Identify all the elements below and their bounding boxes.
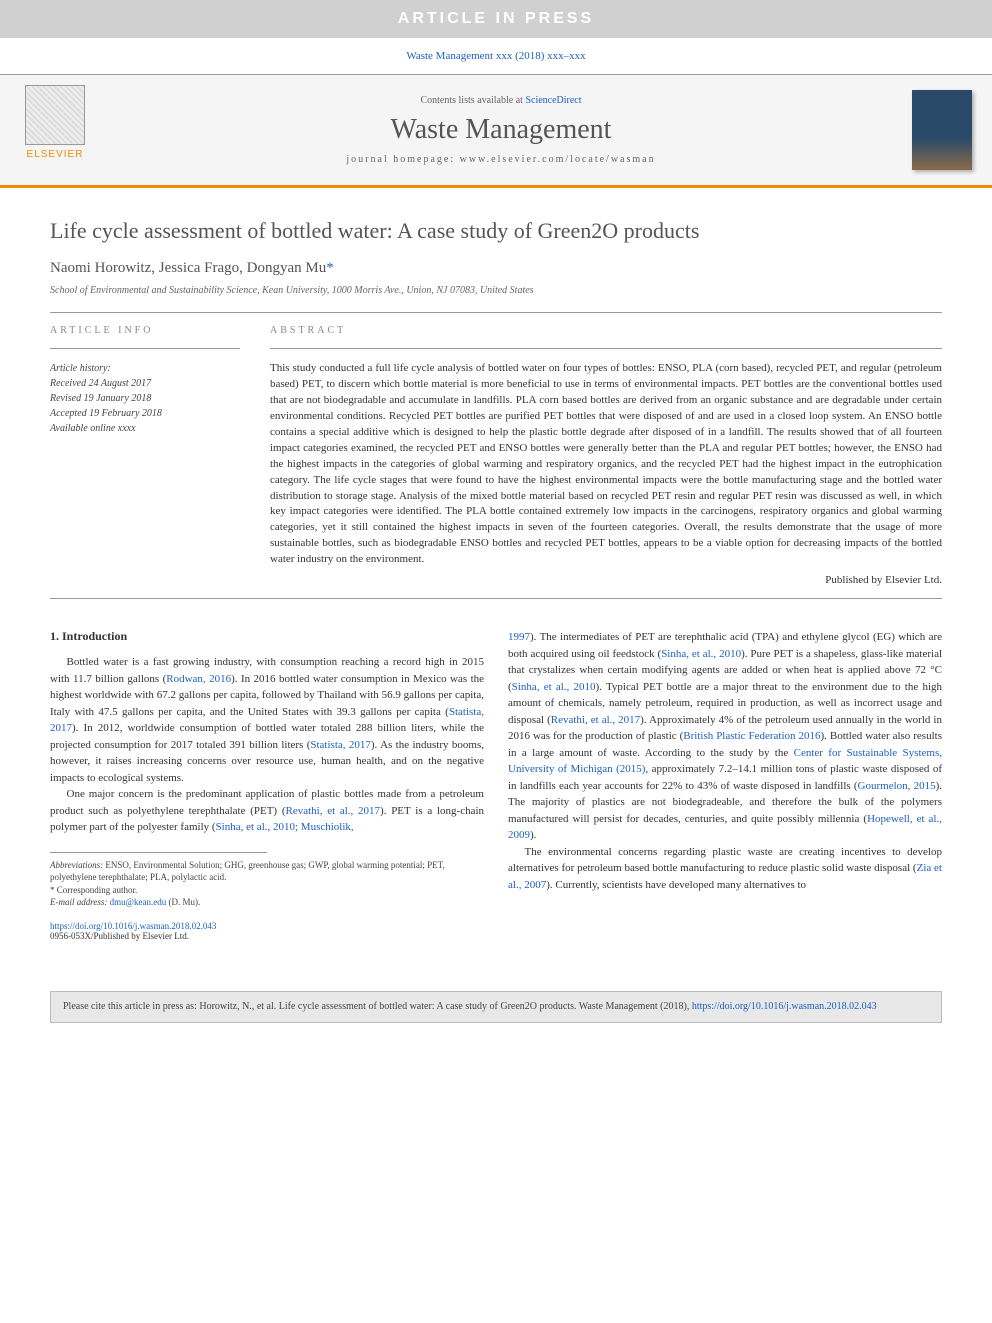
history-revised: Revised 19 January 2018 (50, 391, 240, 406)
contents-text: Contents lists available at (420, 95, 525, 106)
introduction-heading: 1. Introduction (50, 629, 484, 644)
divider-info (50, 348, 240, 349)
intro-paragraph-2: One major concern is the predominant app… (50, 786, 484, 836)
history-accepted: Accepted 19 February 2018 (50, 406, 240, 421)
history-label: Article history: (50, 361, 240, 376)
ref-sinha-2010b[interactable]: Sinha, et al., 2010 (512, 681, 596, 693)
abbrev-label: Abbreviations: (50, 860, 103, 870)
article-info-heading: ARTICLE INFO (50, 325, 240, 336)
body-column-right: 1997). The intermediates of PET are tere… (508, 629, 942, 941)
ref-statista-2017b[interactable]: Statista, 2017 (310, 739, 371, 751)
affiliation: School of Environmental and Sustainabili… (50, 285, 942, 296)
email-attribution: (D. Mu). (166, 897, 200, 907)
journal-homepage: journal homepage: www.elsevier.com/locat… (90, 154, 912, 165)
ref-sinha-2010a[interactable]: Sinha, et al., 2010 (661, 648, 741, 660)
article-title: Life cycle assessment of bottled water: … (50, 218, 942, 244)
ref-sinha-muschiolik[interactable]: Sinha, et al., 2010; Muschiolik, (216, 821, 354, 833)
footnote-divider (50, 852, 267, 853)
contents-lists-line: Contents lists available at ScienceDirec… (90, 95, 912, 106)
citation-header: Waste Management xxx (2018) xxx–xxx (0, 38, 992, 74)
journal-header-center: Contents lists available at ScienceDirec… (90, 95, 912, 165)
authors-line: Naomi Horowitz, Jessica Frago, Dongyan M… (50, 260, 942, 277)
elsevier-logo: ELSEVIER (20, 85, 90, 175)
elsevier-tree-icon (25, 85, 85, 145)
abstract-column: ABSTRACT This study conducted a full lif… (270, 325, 942, 586)
divider-abstract (270, 348, 942, 349)
main-content: Life cycle assessment of bottled water: … (0, 188, 992, 971)
journal-cover-thumbnail (912, 90, 972, 170)
body-column-left: 1. Introduction Bottled water is a fast … (50, 629, 484, 941)
citation-box: Please cite this article in press as: Ho… (50, 991, 942, 1023)
email-link[interactable]: dmu@kean.edu (110, 897, 167, 907)
citation-box-link[interactable]: https://doi.org/10.1016/j.wasman.2018.02… (692, 1001, 877, 1012)
history-received: Received 24 August 2017 (50, 376, 240, 391)
intro-paragraph-2-cont: 1997). The intermediates of PET are tere… (508, 629, 942, 844)
email-line: E-mail address: dmu@kean.edu (D. Mu). (50, 896, 484, 909)
homepage-url[interactable]: www.elsevier.com/locate/wasman (460, 154, 656, 165)
abbrev-text: ENSO, Environmental Solution; GHG, green… (50, 860, 445, 883)
citation-box-text: Please cite this article in press as: Ho… (63, 1001, 692, 1012)
intro-paragraph-1: Bottled water is a fast growing industry… (50, 654, 484, 786)
doi-block: https://doi.org/10.1016/j.wasman.2018.02… (50, 921, 484, 941)
history-online: Available online xxxx (50, 421, 240, 436)
authors-names: Naomi Horowitz, Jessica Frago, Dongyan M… (50, 260, 326, 276)
corresponding-marker: * (326, 260, 334, 276)
info-abstract-row: ARTICLE INFO Article history: Received 2… (50, 325, 942, 586)
divider-mid (50, 598, 942, 599)
ref-revathi-2017b[interactable]: Revathi, et al., 2017 (551, 714, 640, 726)
article-info-column: ARTICLE INFO Article history: Received 2… (50, 325, 240, 586)
citation-header-link[interactable]: Waste Management xxx (2018) xxx–xxx (406, 50, 585, 62)
abstract-heading: ABSTRACT (270, 325, 942, 336)
sciencedirect-link[interactable]: ScienceDirect (525, 95, 581, 106)
journal-title: Waste Management (90, 114, 912, 146)
footnotes: Abbreviations: ENSO, Environmental Solut… (50, 859, 484, 909)
publisher-note: Published by Elsevier Ltd. (270, 574, 942, 586)
ref-gourmelon-2015[interactable]: Gourmelon, 2015 (858, 780, 936, 792)
ref-rodwan-2016[interactable]: Rodwan, 2016 (166, 673, 231, 685)
email-label: E-mail address: (50, 897, 110, 907)
corresponding-author-line: * Corresponding author. (50, 884, 484, 897)
issn-line: 0956-053X/Published by Elsevier Ltd. (50, 931, 189, 941)
intro-paragraph-3: The environmental concerns regarding pla… (508, 844, 942, 894)
ref-revathi-2017[interactable]: Revathi, et al., 2017 (286, 805, 381, 817)
body-columns: 1. Introduction Bottled water is a fast … (50, 629, 942, 941)
abbreviations-line: Abbreviations: ENSO, Environmental Solut… (50, 859, 484, 884)
ref-1997[interactable]: 1997 (508, 631, 530, 643)
doi-link[interactable]: https://doi.org/10.1016/j.wasman.2018.02… (50, 921, 216, 931)
homepage-label: journal homepage: (346, 154, 459, 165)
divider-top (50, 312, 942, 313)
journal-header: ELSEVIER Contents lists available at Sci… (0, 74, 992, 188)
article-history: Article history: Received 24 August 2017… (50, 361, 240, 436)
article-in-press-banner: ARTICLE IN PRESS (0, 0, 992, 38)
elsevier-label: ELSEVIER (27, 149, 84, 160)
ref-bpf-2016[interactable]: British Plastic Federation 2016 (683, 730, 820, 742)
abstract-text: This study conducted a full life cycle a… (270, 361, 942, 568)
